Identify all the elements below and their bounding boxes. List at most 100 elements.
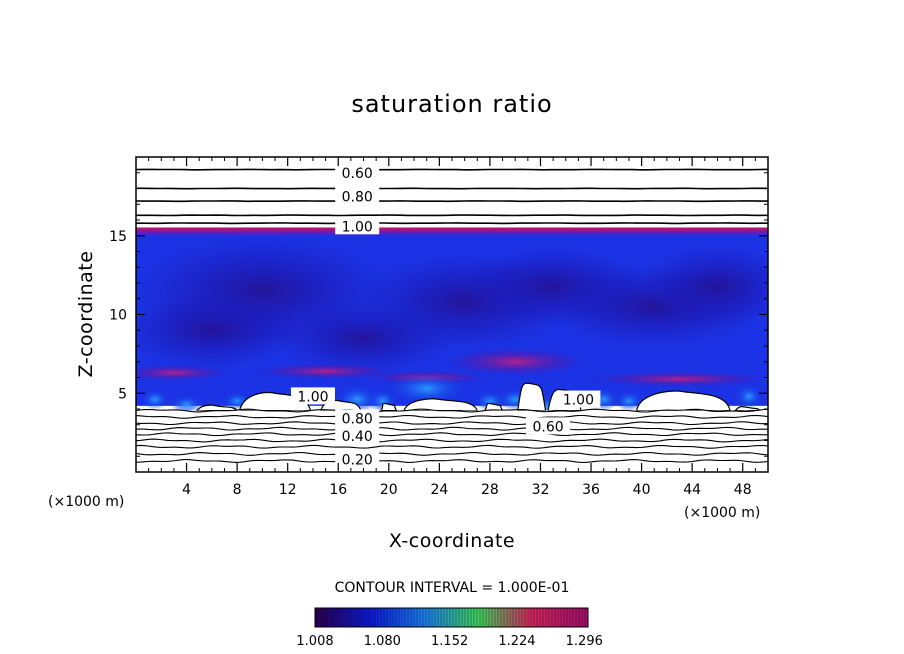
colorbar-swatch: [481, 608, 487, 627]
colorbar-swatch: [553, 608, 559, 627]
contour-line-lower: [136, 408, 768, 413]
colorbar-swatch: [477, 608, 482, 627]
colorbar-swatch: [323, 608, 329, 627]
colorbar-swatch: [315, 608, 320, 627]
x-axis-title: X-coordinate: [389, 530, 515, 552]
colorbar-frame: [314, 607, 589, 628]
x-unit-label-right: (×1000 m): [684, 505, 760, 521]
colorbar-swatch: [515, 608, 521, 627]
colorbar-swatch: [400, 608, 406, 627]
colorbar-tick-label: 1.152: [431, 634, 468, 649]
colorbar-swatch: [460, 608, 465, 627]
colorbar-swatch: [434, 608, 440, 627]
colorbar-swatch: [541, 608, 546, 627]
contour-label: 0.60: [342, 166, 373, 182]
contour-label: 0.20: [342, 452, 373, 468]
cloud-magenta-region: [589, 371, 768, 388]
colorbar-swatch: [442, 608, 448, 627]
colorbar-swatch: [528, 608, 534, 627]
colorbar-swatch: [532, 608, 538, 627]
contour-label: 1.00: [342, 219, 373, 235]
subsaturated-region: [380, 402, 398, 412]
x-tick-label: 36: [582, 482, 600, 498]
colorbar-swatch: [340, 608, 346, 627]
contour-label-bg: [335, 217, 380, 235]
contour-label: 0.80: [342, 189, 373, 205]
contour-label: 0.80: [342, 411, 373, 427]
contour-label-bg: [526, 417, 571, 435]
cloud-dark-region: [273, 303, 454, 374]
y-axis-title: Z-coordinate: [75, 251, 97, 378]
cloud-bright-region: [170, 395, 203, 414]
colorbar-tick-label: 1.008: [296, 634, 333, 649]
contour-line-lower: [136, 438, 768, 443]
x-unit-label-left: (×1000 m): [48, 494, 124, 510]
contour-line-lower: [136, 451, 768, 456]
colorbar-swatch: [353, 608, 359, 627]
x-tick-label: 16: [329, 482, 347, 498]
contour-line-lower: [136, 426, 768, 431]
colorbar-swatch: [485, 608, 491, 627]
colorbar-swatch: [361, 608, 367, 627]
colorbar-swatch: [575, 608, 580, 627]
x-tick-label: 8: [233, 482, 242, 498]
colorbar-labels: 1.008 1.080 1.152 1.224 1.296: [296, 634, 602, 649]
contour-label: 0.40: [342, 429, 373, 445]
contour-label-bg: [335, 163, 380, 181]
contour-interval-note: CONTOUR INTERVAL = 1.000E-01: [335, 580, 570, 596]
cloud-dark-region: [136, 292, 302, 369]
contour-labels: 0.60 0.80 1.00 1.00 1.00 0.80 0.40 0.60 0.20: [290, 163, 601, 468]
colorbar-swatch: [472, 608, 478, 627]
cloud-magenta-region: [255, 363, 396, 380]
colorbar-swatch: [562, 608, 568, 627]
colorbar-swatch: [413, 608, 418, 627]
contour-line-upper: [136, 222, 768, 225]
x-tick-label: 24: [430, 482, 448, 498]
colorbar-swatch: [524, 608, 529, 627]
contour-label-bg: [556, 390, 601, 408]
contour-label: 0.60: [532, 419, 563, 435]
cloud-top-band: [136, 227, 768, 236]
contour-label-bg: [335, 450, 380, 468]
x-tick-label: 4: [182, 482, 191, 498]
plot-area: 0.60 0.80 1.00 1.00 1.00 0.80 0.40 0.60 0.20: [136, 157, 768, 472]
cloud-bright-region: [735, 384, 764, 409]
x-tick-label: 28: [481, 482, 499, 498]
subsaturated-region: [517, 382, 547, 412]
colorbar-swatch: [447, 608, 452, 627]
chart-title: saturation ratio: [351, 90, 552, 118]
colorbar-swatch: [558, 608, 563, 627]
colorbar-swatch: [506, 608, 512, 627]
colorbar-swatch: [332, 608, 337, 627]
colorbar-swatch: [404, 608, 410, 627]
contour-line-lower: [136, 414, 768, 419]
colorbar-swatch: [349, 608, 354, 627]
cloud-bright-region: [140, 389, 169, 410]
subsaturated-region: [403, 398, 479, 412]
colorbar-swatch: [378, 608, 384, 627]
contour-line-lower: [136, 444, 768, 449]
cloud-bright-region: [614, 391, 643, 412]
contour-label-bg: [335, 426, 380, 444]
colorbar-swatch: [319, 608, 325, 627]
subsaturated-region: [483, 402, 504, 412]
axis-ticks: [136, 157, 768, 472]
colorbar: [314, 607, 589, 628]
colorbar-swatch: [566, 608, 572, 627]
x-tick-label: 40: [633, 482, 651, 498]
cloud-dark-region: [637, 246, 768, 327]
colorbar-swatch: [344, 608, 350, 627]
contour-line-lower: [136, 432, 768, 437]
contour-line-lower: [136, 421, 768, 426]
colorbar-swatch: [464, 608, 470, 627]
subsaturated-region: [635, 390, 731, 412]
colorbar-tick-label: 1.080: [364, 634, 401, 649]
subsaturated-region: [733, 406, 763, 412]
colorbar-tick-label: 1.296: [566, 634, 603, 649]
colorbar-swatch: [536, 608, 542, 627]
colorbar-swatch: [366, 608, 371, 627]
colorbar-swatch: [451, 608, 457, 627]
contour-label-bg: [335, 187, 380, 205]
